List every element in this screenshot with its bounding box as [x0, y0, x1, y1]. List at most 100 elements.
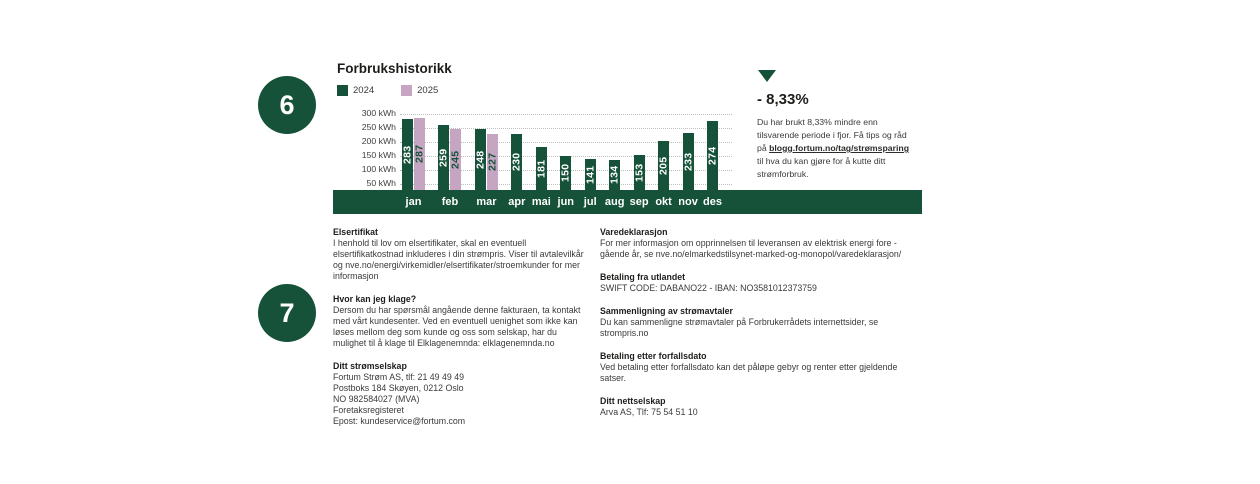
- bar-2024-jun: 150: [559, 156, 572, 190]
- gridline-200: [400, 142, 732, 143]
- info-section: Elsertifikat I henhold til lov om elserti…: [333, 227, 601, 282]
- bar-2024-apr: 230: [510, 134, 523, 190]
- y-tick-label-300: 300 kWh: [361, 107, 396, 118]
- bar-value-2024-sep: 153: [633, 163, 646, 182]
- bar-value-2025-feb: 245: [449, 150, 462, 169]
- stromsparing-link[interactable]: blogg.fortum.no/tag/strømsparing: [769, 143, 910, 153]
- decrease-description-line-2: tilsvarende periode i fjor. Få tips og r…: [757, 130, 907, 140]
- bar-2024-jul: 141: [584, 159, 597, 190]
- bar-group-jun: 150 jun: [558, 106, 574, 208]
- bar-2025-mar: 227: [486, 134, 499, 190]
- info-section-line: strompris.no: [600, 328, 649, 338]
- info-section-line: med vårt kundesenter. Ved en eventuell u…: [333, 316, 578, 326]
- bar-value-2024-nov: 233: [682, 152, 695, 171]
- info-section: Varedeklarasjon For mer informasjon om op…: [600, 227, 930, 260]
- info-section-line: Fortum Strøm AS, tlf: 21 49 49 49: [333, 372, 465, 382]
- info-section-line: Epost: kundeservice@fortum.com: [333, 416, 466, 426]
- info-column-right: Varedeklarasjon For mer informasjon om op…: [600, 227, 930, 430]
- info-section: Sammenligning av strømavtaler Du kan samm…: [600, 306, 930, 339]
- y-tick-label-250: 250 kWh: [361, 122, 396, 132]
- bar-2024-mai: 181: [535, 147, 547, 190]
- y-tick-label-100: 100 kWh: [361, 164, 396, 174]
- decrease-description-line-4: til hva du kan gjøre for å kutte ditt: [757, 156, 886, 166]
- bar-2024-jan: 283: [402, 119, 414, 190]
- info-section-line: SWIFT CODE: DABANO22 - IBAN: NO358101237…: [600, 283, 817, 293]
- info-section-title: Betaling etter forfallsdato: [600, 351, 707, 361]
- month-label-mai: mai: [531, 196, 551, 208]
- bar-group-jul: 141 jul: [584, 106, 597, 208]
- bar-group-sep: 153 sep: [630, 106, 649, 208]
- month-label-jul: jul: [583, 196, 597, 208]
- bar-value-2024-feb: 259: [437, 148, 450, 167]
- triangle-down-icon: [758, 70, 776, 82]
- bar-value-2025-jan: 287: [413, 144, 426, 164]
- legend-item-2024: 2024: [337, 85, 374, 96]
- bar-2024-sep: 153: [633, 155, 646, 190]
- info-section-line: Arva AS, Tlf: 75 54 51 10: [600, 407, 698, 417]
- chart-title: Forbrukshistorikk: [337, 61, 452, 76]
- month-label-jan: jan: [405, 196, 422, 208]
- legend-label-2024: 2024: [353, 85, 375, 96]
- month-label-mar: mar: [476, 196, 497, 208]
- month-label-okt: okt: [655, 196, 672, 208]
- info-column-left: Elsertifikat I henhold til lov om elserti…: [333, 227, 601, 439]
- info-section: Ditt strømselskap Fortum Strøm AS, tlf: 2…: [333, 361, 601, 427]
- info-section-line: Du kan sammenligne strømavtaler på Forbr…: [600, 317, 879, 327]
- bar-2024-aug: 134: [609, 160, 621, 190]
- bar-group-nov: 233 nov: [678, 106, 698, 208]
- bar-group-des: 274 des: [703, 106, 722, 208]
- bar-value-2024-okt: 205: [657, 156, 670, 175]
- month-label-sep: sep: [629, 196, 649, 208]
- y-tick-label-200: 200 kWh: [361, 136, 396, 146]
- info-section: Betaling etter forfallsdato Ved betaling …: [600, 351, 930, 384]
- bar-2024-nov: 233: [682, 133, 695, 190]
- bar-value-2024-jun: 150: [559, 163, 572, 183]
- step-badge-6: 6: [258, 76, 316, 134]
- decrease-description-line-5: strømforbruk.: [757, 169, 809, 179]
- info-section-line: NO 982584027 (MVA): [333, 394, 420, 404]
- chart-legend: 2024 2025: [337, 85, 438, 96]
- bar-value-2024-mar: 248: [474, 150, 487, 169]
- bar-value-2025-mar: 227: [486, 152, 499, 172]
- info-section-line: Postboks 184 Skøyen, 0212 Oslo: [333, 383, 464, 393]
- info-section-line: elsertifikatkostnad inkluderes i din str…: [333, 249, 584, 259]
- info-section-line: Ved betaling etter forfallsdato kan det …: [600, 362, 898, 372]
- bar-group-feb: 259 245 feb: [437, 106, 462, 208]
- info-section-title: Elsertifikat: [333, 227, 378, 237]
- chart-x-axis-band: [333, 190, 922, 214]
- chart-y-axis: 300 kWh 250 kWh 200 kWh 150 kWh 100 kWh 50 kW…: [330, 106, 396, 190]
- month-label-aug: aug: [604, 196, 625, 208]
- legend-swatch-2024: [337, 85, 348, 96]
- bar-group-mai: 181 mai: [532, 106, 551, 208]
- bar-2025-feb: 245: [449, 129, 462, 190]
- bar-group-jan: 283 287 jan: [402, 106, 426, 208]
- info-section-title: Ditt nettselskap: [600, 396, 666, 406]
- legend-item-2025: 2025: [401, 85, 438, 96]
- info-section-title: Varedeklarasjon: [600, 227, 668, 237]
- month-label-feb: feb: [441, 196, 459, 208]
- info-section-title: Hvor kan jeg klage?: [333, 294, 417, 304]
- bar-group-okt: 205 okt: [655, 106, 672, 208]
- bar-2024-des: 274: [706, 121, 719, 190]
- info-section: Betaling fra utlandet SWIFT CODE: DABANO2…: [600, 272, 930, 294]
- bar-value-2024-jul: 141: [584, 165, 597, 184]
- info-section-title: Betaling fra utlandet: [600, 272, 686, 282]
- info-section-line: For mer informasjon om opprinnelsen til …: [600, 238, 897, 248]
- info-section-line: satser.: [600, 373, 626, 383]
- bar-2024-feb: 259: [437, 125, 450, 190]
- decrease-description-line-3: på blogg.fortum.no/tag/strømsparing: [757, 143, 910, 153]
- info-section-line: I henhold til lov om elsertifikater, ska…: [333, 238, 527, 248]
- chart-plot: 283 287 jan 259 245 feb 248 227 mar 230 apr 181 mai 1…: [402, 106, 722, 208]
- info-section-title: Sammenligning av strømavtaler: [600, 306, 733, 316]
- gridline-300: [400, 114, 732, 115]
- bar-group-mar: 248 227 mar: [474, 106, 499, 208]
- bar-group-apr: 230 apr: [508, 106, 525, 208]
- bar-value-2024-des: 274: [706, 146, 719, 165]
- bar-value-2024-apr: 230: [510, 152, 523, 172]
- legend-label-2025: 2025: [417, 85, 439, 96]
- bar-2025-jan: 287: [413, 118, 426, 190]
- decrease-description: Du har brukt 8,33% mindre enn tilsvarende…: [757, 116, 909, 181]
- step-badge-6-label: 6: [279, 89, 295, 120]
- decrease-percentage: - 8,33%: [757, 91, 809, 108]
- step-badge-7-label: 7: [279, 297, 295, 328]
